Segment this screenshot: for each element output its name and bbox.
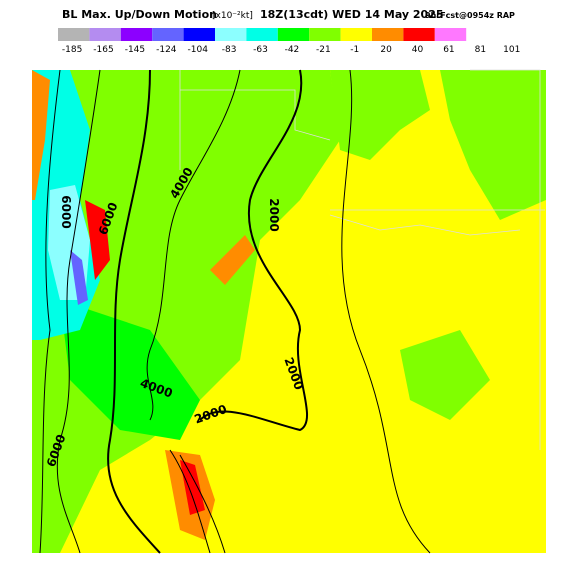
- river: [329, 214, 521, 236]
- colorbar-label: -83: [222, 45, 237, 55]
- colorbar-label: -104: [188, 45, 209, 55]
- colorbar-label: 61: [443, 45, 454, 55]
- field-red: [85, 200, 110, 280]
- colorbar-label: 81: [475, 45, 486, 55]
- colorbar-label: -63: [253, 45, 268, 55]
- field-orange: [32, 70, 50, 200]
- colorbar-label: -165: [93, 45, 113, 55]
- valid-time: 18Z(13cdt) WED 14 May 2025: [260, 8, 444, 21]
- colorbar-label: 20: [380, 45, 392, 55]
- colorbar-swatch: [89, 28, 121, 41]
- run-info: 9hrFcst@0954z RAP: [425, 11, 515, 20]
- colorbar-label: -185: [62, 45, 82, 55]
- field-green: [330, 70, 430, 160]
- colorbar-swatch: [183, 28, 215, 41]
- contour: [107, 69, 161, 554]
- units: [x10⁻²kt]: [212, 11, 253, 21]
- contour: [56, 69, 101, 554]
- colorbar-label: -21: [316, 45, 331, 55]
- field-green: [32, 70, 340, 553]
- colorbar-swatch: [246, 28, 278, 41]
- field-green: [400, 330, 490, 420]
- colorbar-swatch: [434, 28, 467, 41]
- contour: [341, 69, 431, 554]
- contour: [199, 69, 309, 432]
- contour-label: 2000: [267, 198, 281, 231]
- colorbar-label: -1: [350, 45, 359, 55]
- field-green: [440, 70, 546, 220]
- field-orange: [210, 235, 255, 285]
- map: [32, 69, 546, 554]
- colorbar-swatch: [309, 28, 341, 41]
- colorbar-label: -42: [285, 45, 300, 55]
- title: BL Max. Up/Down Motion: [62, 8, 217, 21]
- colorbar-swatch: [215, 28, 247, 41]
- contour: [39, 69, 61, 554]
- colorbar-swatch: [403, 28, 435, 41]
- colorbar-swatch: [152, 28, 184, 41]
- colorbar-swatch: [372, 28, 404, 41]
- contour: [146, 69, 241, 421]
- contour-label: 6000: [59, 195, 73, 228]
- colorbar-swatch: [120, 28, 153, 41]
- colorbar-label: 101: [503, 45, 520, 55]
- colorbar: -185 -165 -145 -124 -104 -83 -63 -42 -21 -1 20 40 61…: [58, 28, 520, 55]
- colorbar-swatch: [340, 28, 372, 41]
- contour: [169, 449, 226, 554]
- colorbar-label: -124: [156, 45, 177, 55]
- colorbar-label: 40: [412, 45, 424, 55]
- field-purple: [70, 250, 88, 305]
- field-green: [60, 300, 200, 440]
- colorbar-swatch: [58, 28, 90, 41]
- state-border: [179, 69, 545, 450]
- colorbar-label: -145: [125, 45, 145, 55]
- field-red: [180, 460, 205, 515]
- colorbar-swatch: [277, 28, 310, 41]
